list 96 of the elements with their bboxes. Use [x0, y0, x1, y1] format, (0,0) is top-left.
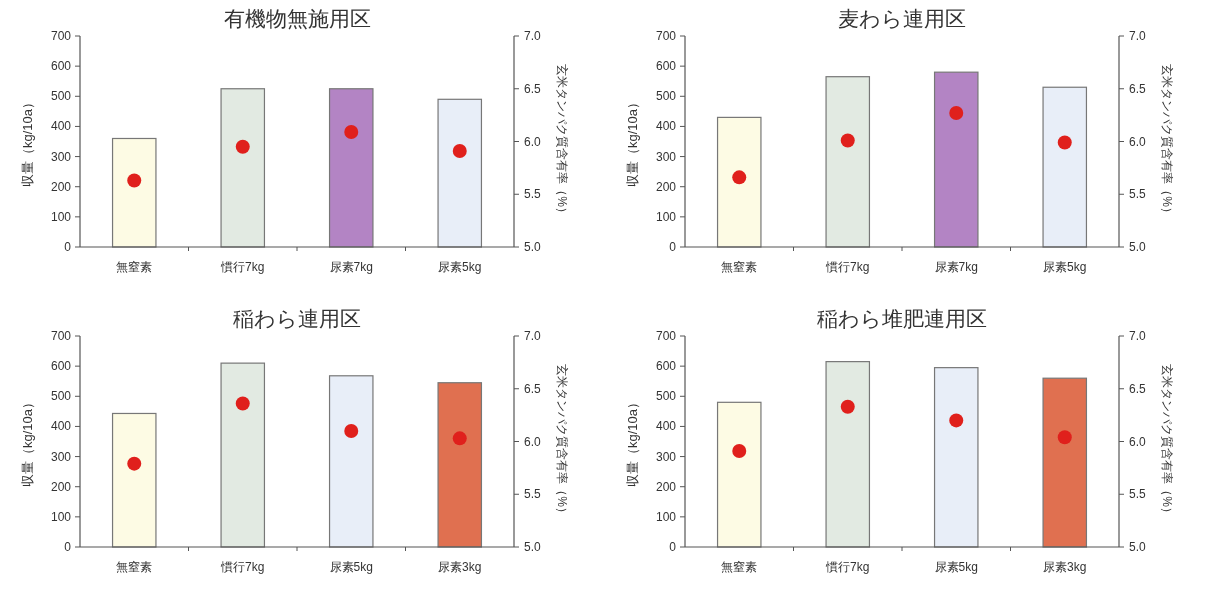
chart-title: 稲わら堆肥連用区: [817, 307, 987, 330]
x-tick-label: 尿素5kg: [934, 560, 978, 574]
point: [235, 139, 250, 154]
y2-tick-label: 6.5: [524, 381, 542, 396]
y-tick-label: 700: [50, 329, 72, 343]
x-tick-label: 慣行7kg: [220, 260, 265, 274]
y2-axis-title: 玄米タンパク質含有率（%）: [555, 64, 569, 219]
x-tick-label: 無窒素: [721, 260, 758, 274]
y-tick-label: 600: [50, 359, 72, 374]
y2-tick-label: 6.5: [1129, 381, 1147, 396]
x-tick-label: 慣行7kg: [825, 260, 870, 274]
y-tick-label: 500: [655, 389, 677, 404]
y-tick-label: 100: [50, 209, 72, 224]
y2-tick-label: 6.0: [524, 434, 542, 449]
y-tick-label: 700: [655, 329, 677, 343]
y2-tick-label: 5.0: [1129, 540, 1147, 554]
y-tick-label: 400: [655, 119, 677, 134]
x-tick-label: 無窒素: [116, 560, 153, 574]
y2-tick-label: 6.0: [524, 134, 542, 149]
y2-tick-label: 5.5: [1129, 187, 1147, 202]
y2-tick-label: 5.5: [524, 487, 542, 502]
y2-axis-title: 玄米タンパク質含有率（%）: [1160, 64, 1174, 219]
y-tick-label: 200: [655, 479, 677, 494]
y-tick-label: 100: [655, 209, 677, 224]
y-tick-label: 300: [655, 149, 677, 164]
y-tick-label: 400: [655, 419, 677, 434]
x-tick-label: 尿素5kg: [1043, 260, 1087, 274]
y-tick-label: 600: [655, 59, 677, 74]
y-tick-label: 100: [655, 509, 677, 524]
y2-tick-label: 6.0: [1129, 434, 1147, 449]
y-axis-title: 収量（kg/10a）: [20, 395, 35, 488]
chart-title: 麦わら連用区: [838, 7, 966, 30]
y-tick-label: 500: [50, 89, 72, 104]
y2-tick-label: 7.0: [524, 329, 542, 343]
chart-title: 稲わら連用区: [233, 307, 361, 330]
y-tick-label: 400: [50, 419, 72, 434]
y-tick-label: 200: [50, 479, 72, 494]
y-tick-label: 700: [655, 29, 677, 43]
y-tick-label: 0: [64, 240, 72, 254]
point: [1057, 430, 1072, 445]
y-axis-title: 収量（kg/10a）: [625, 95, 640, 188]
y2-tick-label: 5.0: [1129, 240, 1147, 254]
y2-tick-label: 7.0: [1129, 29, 1147, 43]
y-tick-label: 0: [64, 540, 72, 554]
y-tick-label: 500: [50, 389, 72, 404]
x-tick-label: 慣行7kg: [825, 560, 870, 574]
y-tick-label: 600: [655, 359, 677, 374]
point: [344, 423, 359, 438]
point: [452, 144, 467, 158]
y-tick-label: 0: [669, 540, 677, 554]
x-tick-label: 尿素5kg: [438, 260, 482, 274]
y-tick-label: 700: [50, 29, 72, 43]
y-tick-label: 400: [50, 119, 72, 134]
point: [344, 125, 359, 140]
x-tick-label: 尿素3kg: [438, 560, 482, 574]
x-tick-label: 無窒素: [116, 260, 153, 274]
x-tick-label: 尿素3kg: [1043, 560, 1087, 574]
point: [949, 413, 964, 428]
point: [840, 133, 855, 148]
y2-tick-label: 6.0: [1129, 134, 1147, 149]
y2-tick-label: 6.5: [524, 81, 542, 96]
x-tick-label: 無窒素: [721, 560, 758, 574]
point: [840, 399, 855, 414]
chart-title: 有機物無施用区: [223, 7, 371, 30]
x-tick-label: 尿素7kg: [934, 260, 978, 274]
point: [127, 456, 142, 471]
y-tick-label: 300: [655, 449, 677, 464]
y2-tick-label: 5.5: [1129, 487, 1147, 502]
point: [732, 170, 747, 185]
y-tick-label: 200: [50, 179, 72, 194]
y2-axis-title: 玄米タンパク質含有率（%）: [555, 364, 569, 519]
y2-tick-label: 6.5: [1129, 81, 1147, 96]
x-tick-label: 尿素5kg: [329, 560, 373, 574]
y-tick-label: 100: [50, 509, 72, 524]
point: [949, 106, 964, 121]
y-tick-label: 0: [669, 240, 677, 254]
x-tick-label: 慣行7kg: [220, 560, 265, 574]
y2-tick-label: 5.0: [524, 240, 542, 254]
y-axis-title: 収量（kg/10a）: [20, 95, 35, 188]
y2-tick-label: 5.5: [524, 187, 542, 202]
y2-axis-title: 玄米タンパク質含有率（%）: [1160, 364, 1174, 519]
point: [235, 396, 250, 411]
y2-tick-label: 5.0: [524, 540, 542, 554]
point: [452, 431, 467, 446]
y-axis-title: 収量（kg/10a）: [625, 395, 640, 488]
y2-tick-label: 7.0: [524, 29, 542, 43]
point: [127, 173, 142, 188]
y-tick-label: 300: [50, 449, 72, 464]
point: [1057, 135, 1072, 150]
y-tick-label: 300: [50, 149, 72, 164]
y2-tick-label: 7.0: [1129, 329, 1147, 343]
x-tick-label: 尿素7kg: [329, 260, 373, 274]
y-tick-label: 500: [655, 89, 677, 104]
point: [732, 444, 747, 458]
y-tick-label: 600: [50, 59, 72, 74]
y-tick-label: 200: [655, 179, 677, 194]
